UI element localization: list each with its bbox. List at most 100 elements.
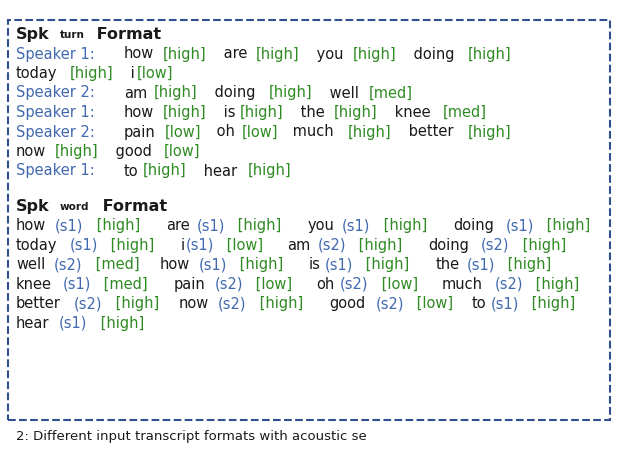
Text: [med]: [med]: [99, 277, 147, 292]
Text: pain: pain: [124, 124, 156, 140]
Text: (s2): (s2): [481, 237, 509, 253]
Text: (s2): (s2): [74, 296, 103, 311]
Text: now: now: [16, 144, 46, 159]
Text: Speaker 1:: Speaker 1:: [16, 47, 100, 61]
Text: [low]: [low]: [241, 124, 278, 140]
Text: (s1): (s1): [466, 257, 494, 272]
Text: [high]: [high]: [248, 164, 292, 178]
Text: 2: Different input transcript formats with acoustic se: 2: Different input transcript formats wi…: [16, 430, 367, 443]
Text: oh: oh: [212, 124, 234, 140]
Text: is: is: [219, 105, 235, 120]
Text: to: to: [124, 164, 138, 178]
Text: (s2): (s2): [218, 296, 246, 311]
Text: [low]: [low]: [165, 124, 201, 140]
Text: [med]: [med]: [442, 105, 486, 120]
Text: doing: doing: [453, 218, 494, 233]
Text: i: i: [180, 237, 185, 253]
Text: is: is: [309, 257, 321, 272]
Text: Format: Format: [91, 27, 162, 42]
Text: the: the: [297, 105, 325, 120]
Text: (s1): (s1): [325, 257, 353, 272]
Text: (s1): (s1): [506, 218, 534, 233]
Text: [high]: [high]: [347, 124, 391, 140]
Text: (s1): (s1): [342, 218, 370, 233]
Text: [low]: [low]: [137, 66, 174, 81]
Text: [high]: [high]: [235, 257, 283, 272]
Text: much: much: [289, 124, 334, 140]
Text: Format: Format: [98, 199, 167, 213]
Text: [high]: [high]: [379, 218, 427, 233]
Text: [high]: [high]: [353, 47, 396, 61]
Text: [med]: [med]: [369, 85, 413, 101]
Text: [low]: [low]: [377, 277, 418, 292]
Text: [high]: [high]: [70, 66, 113, 81]
Text: i: i: [126, 66, 134, 81]
Text: how: how: [124, 105, 154, 120]
Text: pain: pain: [174, 277, 205, 292]
Text: [high]: [high]: [111, 296, 159, 311]
Text: [high]: [high]: [96, 316, 144, 331]
Text: [med]: [med]: [91, 257, 139, 272]
Text: [high]: [high]: [106, 237, 154, 253]
Text: am: am: [124, 85, 147, 101]
Text: [low]: [low]: [164, 144, 200, 159]
Text: (s2): (s2): [340, 277, 368, 292]
Text: Spk: Spk: [16, 199, 50, 213]
Text: better: better: [404, 124, 453, 140]
Text: you: you: [312, 47, 343, 61]
Text: Speaker 1:: Speaker 1:: [16, 164, 100, 178]
Text: (s1): (s1): [55, 218, 83, 233]
Text: [high]: [high]: [468, 47, 511, 61]
Text: [high]: [high]: [255, 296, 303, 311]
Text: hear: hear: [16, 316, 50, 331]
Text: [high]: [high]: [542, 218, 590, 233]
Text: (s1): (s1): [186, 237, 214, 253]
Text: [high]: [high]: [240, 105, 284, 120]
Text: today: today: [16, 66, 57, 81]
Text: doing: doing: [210, 85, 256, 101]
Text: (s1): (s1): [198, 257, 226, 272]
Text: turn: turn: [59, 30, 84, 40]
Text: [high]: [high]: [518, 237, 566, 253]
Text: Spk: Spk: [16, 27, 50, 42]
Text: [high]: [high]: [531, 277, 580, 292]
Text: [low]: [low]: [251, 277, 292, 292]
Text: are: are: [166, 218, 190, 233]
Text: (s2): (s2): [494, 277, 523, 292]
Text: good: good: [111, 144, 152, 159]
Text: well: well: [325, 85, 359, 101]
Text: Speaker 1:: Speaker 1:: [16, 105, 100, 120]
Text: (s1): (s1): [59, 316, 88, 331]
Text: [high]: [high]: [256, 47, 299, 61]
Text: much: much: [442, 277, 483, 292]
Text: [low]: [low]: [222, 237, 263, 253]
Text: [high]: [high]: [55, 144, 99, 159]
Text: good: good: [329, 296, 365, 311]
Text: how: how: [16, 218, 46, 233]
Text: you: you: [307, 218, 334, 233]
Text: hear: hear: [199, 164, 237, 178]
Text: [low]: [low]: [412, 296, 453, 311]
Text: today: today: [16, 237, 57, 253]
Text: (s1): (s1): [490, 296, 519, 311]
Text: Speaker 2:: Speaker 2:: [16, 124, 100, 140]
Text: [high]: [high]: [142, 164, 186, 178]
Text: [high]: [high]: [527, 296, 575, 311]
Text: (s2): (s2): [53, 257, 82, 272]
Text: Speaker 2:: Speaker 2:: [16, 85, 100, 101]
Text: (s1): (s1): [62, 277, 91, 292]
Text: now: now: [179, 296, 209, 311]
Text: [high]: [high]: [503, 257, 551, 272]
Text: the: the: [435, 257, 459, 272]
Text: word: word: [59, 201, 89, 212]
Text: doing: doing: [409, 47, 454, 61]
FancyBboxPatch shape: [8, 20, 610, 420]
Text: (s2): (s2): [317, 237, 346, 253]
Text: [high]: [high]: [354, 237, 402, 253]
Text: (s1): (s1): [70, 237, 98, 253]
Text: [high]: [high]: [233, 218, 281, 233]
Text: are: are: [219, 47, 248, 61]
Text: well: well: [16, 257, 45, 272]
Text: oh: oh: [317, 277, 335, 292]
Text: [high]: [high]: [333, 105, 377, 120]
